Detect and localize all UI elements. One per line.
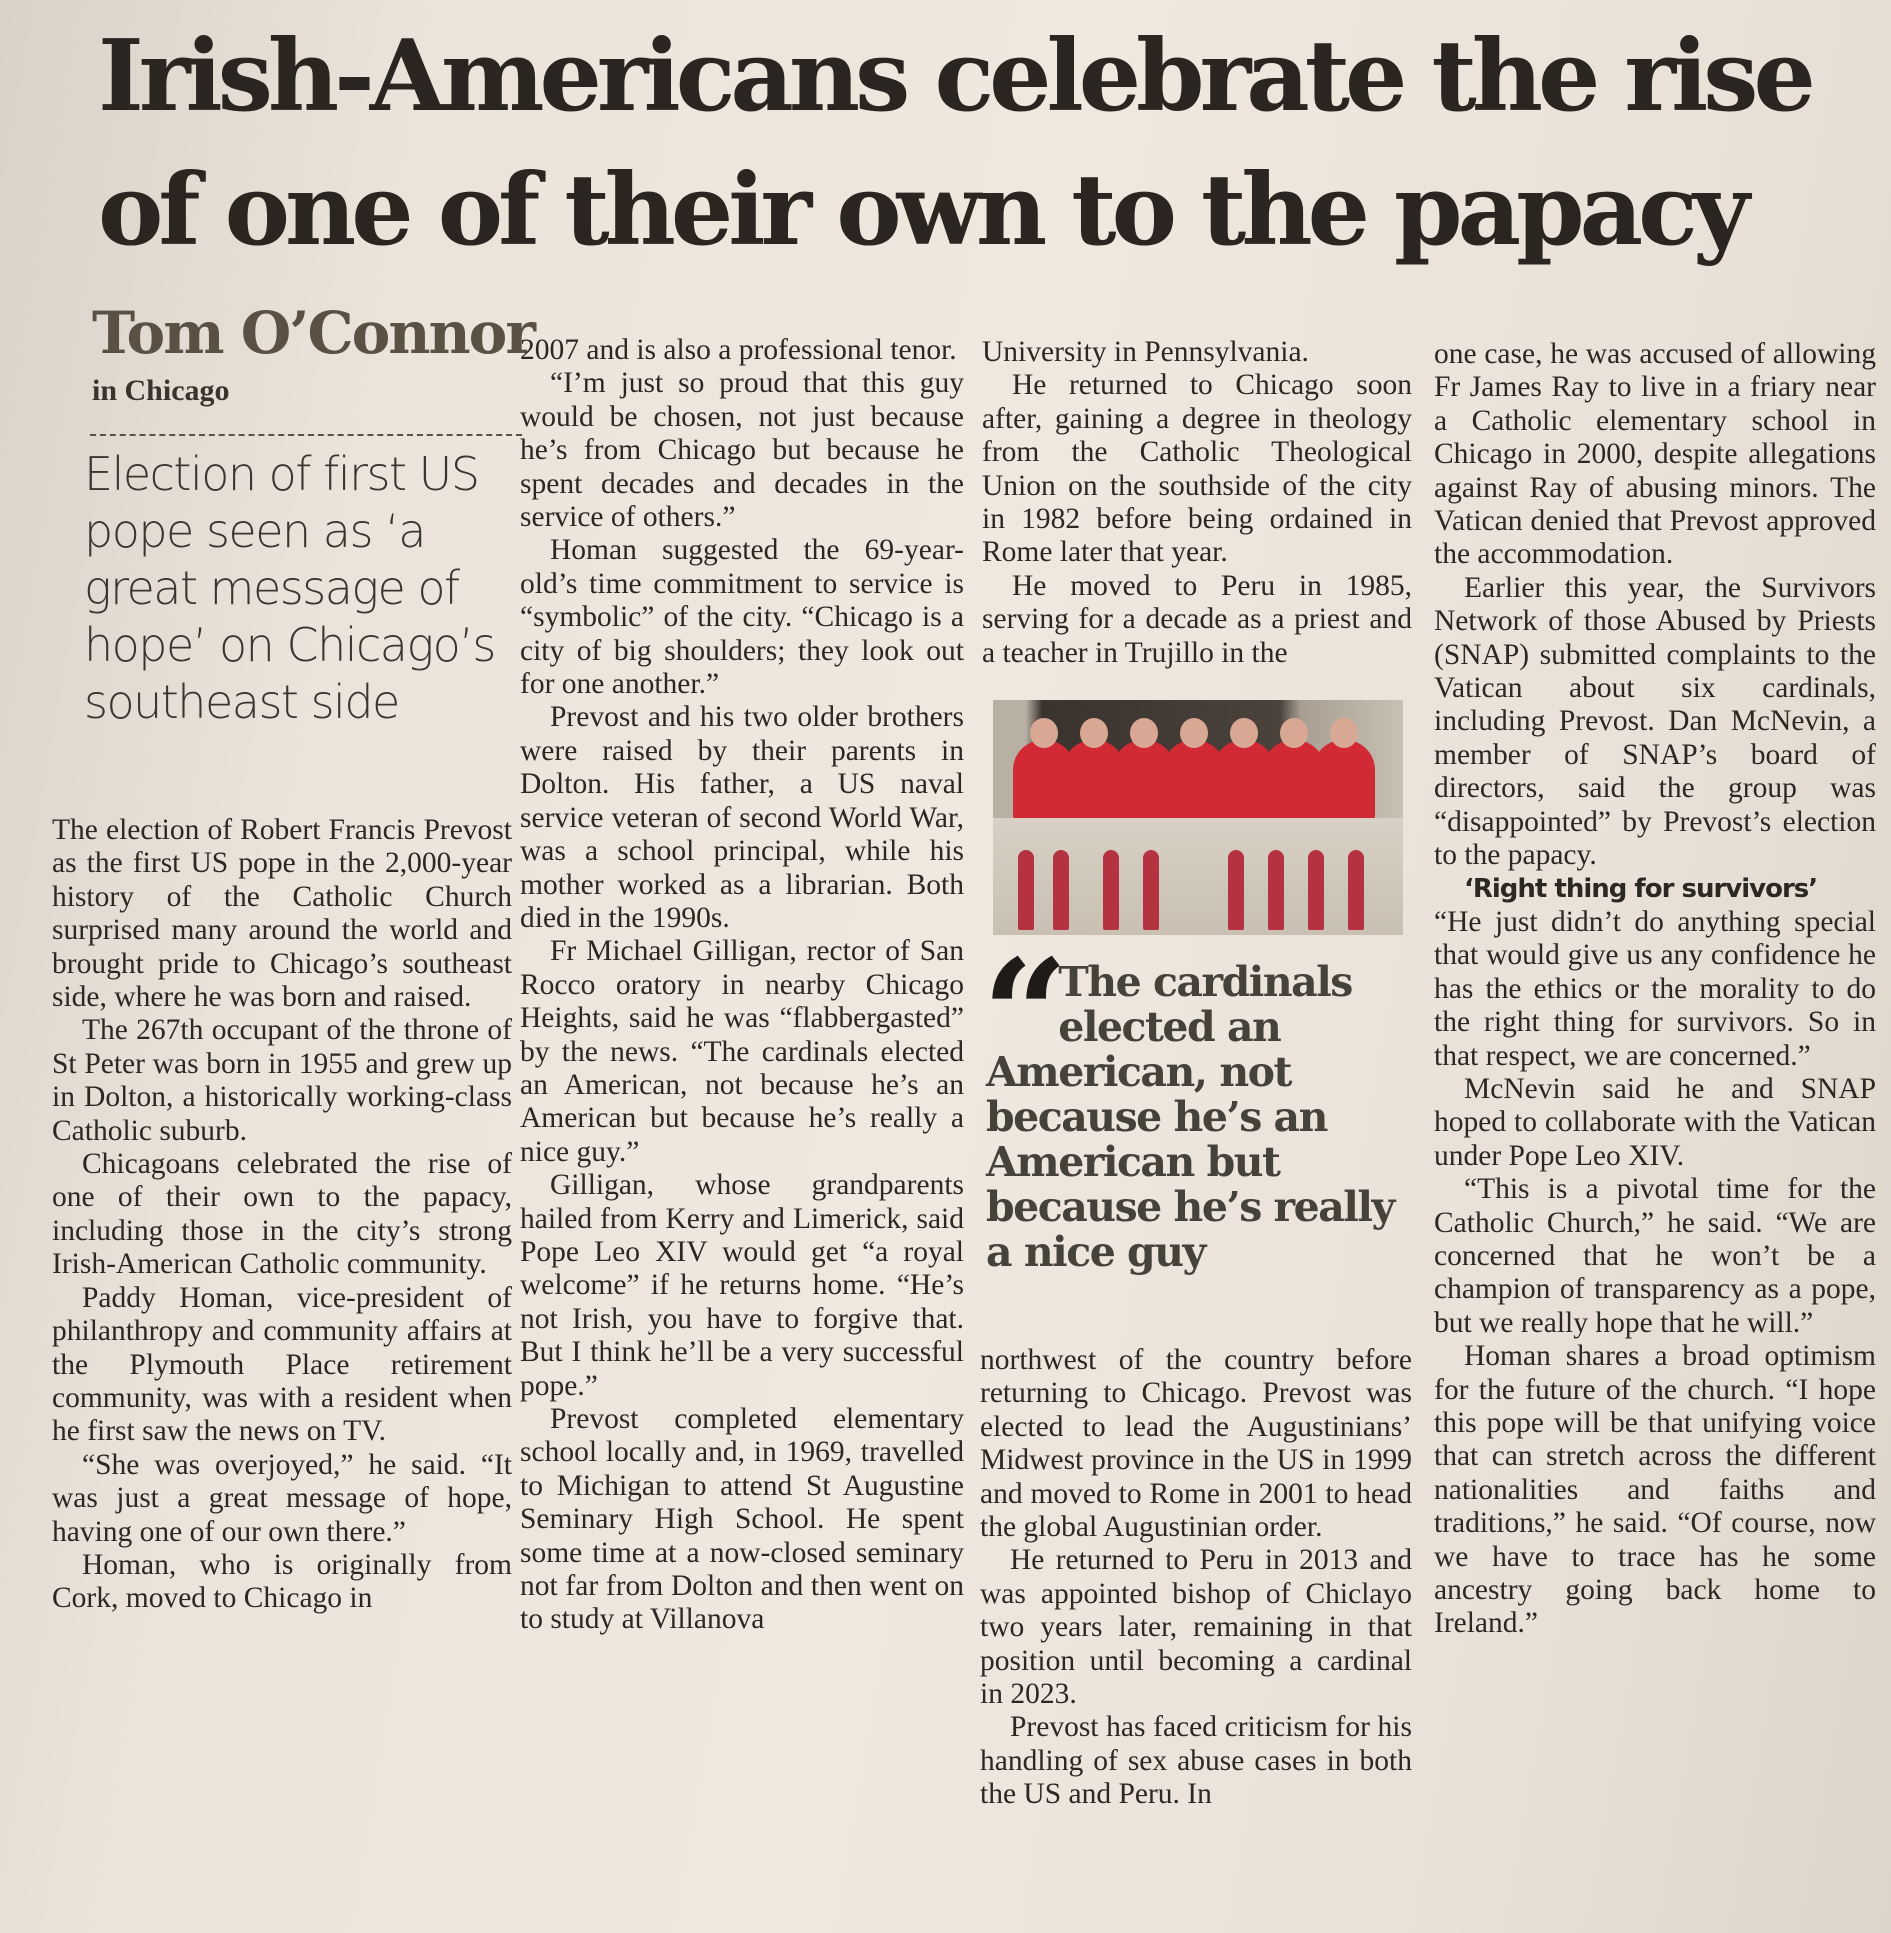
byline-location: in Chicago xyxy=(92,374,230,407)
column-4-part-b: “He just didn’t do anything special that… xyxy=(1434,906,1876,1641)
quote-mark-icon: “ xyxy=(982,927,1068,1103)
paragraph: The 267th occupant of the throne of St P… xyxy=(52,1014,512,1147)
column-1: The election of Robert Francis Prevost a… xyxy=(52,814,512,1616)
column-3-top: University in Pennsylvania. He returned t… xyxy=(982,336,1412,670)
cardinals-photo xyxy=(993,700,1403,935)
paragraph: Gilligan, whose grandparents hailed from… xyxy=(520,1169,964,1402)
paragraph: He moved to Peru in 1985, serving for a … xyxy=(982,569,1412,669)
cardinal-head xyxy=(1030,718,1058,748)
headline: Irish-Americans celebrate the rise of on… xyxy=(98,10,1816,278)
paragraph: “He just didn’t do anything special that… xyxy=(1434,905,1876,1072)
column-4-part-a: one case, he was accused of allowing Fr … xyxy=(1434,338,1876,873)
paragraph: Chicagoans celebrated the rise of one of… xyxy=(52,1148,512,1281)
cardinal-figure xyxy=(1313,740,1375,820)
byline-author: Tom O’Connor xyxy=(92,299,536,367)
paragraph: “I’m just so proud that this guy would b… xyxy=(520,367,964,534)
cardinal-head xyxy=(1130,718,1158,748)
headline-line-1: Irish-Americans celebrate the rise xyxy=(98,19,1816,134)
cardinal-head xyxy=(1080,718,1108,748)
headline-line-2: of one of their own to the papacy xyxy=(98,153,1750,268)
cardinal-head xyxy=(1280,718,1308,748)
standfirst: Election of first US pope seen as ‘a gre… xyxy=(84,447,496,729)
cardinal-head xyxy=(1230,718,1258,748)
pull-quote: “ The cardinals elected an American, not… xyxy=(982,940,1396,1276)
paragraph: Homan shares a broad optimism for the fu… xyxy=(1434,1340,1876,1640)
paragraph: Homan, who is originally from Cork, move… xyxy=(52,1548,512,1615)
paragraph: McNevin said he and SNAP hoped to collab… xyxy=(1434,1072,1876,1172)
cardinal-head xyxy=(1180,718,1208,748)
subheading: ‘Right thing for survivors’ xyxy=(1464,873,1818,904)
baluster xyxy=(1228,850,1244,930)
paragraph: Earlier this year, the Survivors Network… xyxy=(1434,571,1876,872)
paragraph: University in Pennsylvania. xyxy=(982,336,1309,368)
paragraph: one case, he was accused of allowing Fr … xyxy=(1434,338,1876,571)
baluster xyxy=(1308,850,1324,930)
paragraph: He returned to Chicago soon after, gaini… xyxy=(982,369,1412,569)
cardinal-head xyxy=(1330,718,1358,748)
baluster xyxy=(1268,850,1284,930)
baluster xyxy=(1018,850,1034,930)
paragraph: The election of Robert Francis Prevost a… xyxy=(52,814,512,1014)
paragraph: northwest of the country before returnin… xyxy=(980,1344,1412,1544)
pull-quote-text: The cardinals elected an American, not b… xyxy=(986,958,1395,1276)
paragraph: Prevost completed elementary school loca… xyxy=(520,1403,964,1636)
baluster xyxy=(1103,850,1119,930)
column-3-bottom: northwest of the country before returnin… xyxy=(980,1344,1412,1812)
paragraph: Prevost and his two older brothers were … xyxy=(520,701,964,934)
paragraph: Homan suggested the 69-year-old’s time c… xyxy=(520,534,964,701)
paragraph: Fr Michael Gilligan, rector of San Rocco… xyxy=(520,935,964,1168)
baluster xyxy=(1053,850,1069,930)
paragraph: He returned to Peru in 2013 and was appo… xyxy=(980,1544,1412,1711)
baluster xyxy=(1143,850,1159,930)
paragraph: Prevost has faced criticism for his hand… xyxy=(980,1711,1412,1811)
column-4: one case, he was accused of allowing Fr … xyxy=(1434,338,1876,1641)
column-2: 2007 and is also a professional tenor. “I… xyxy=(520,334,964,1637)
paragraph: Paddy Homan, vice-president of philanthr… xyxy=(52,1281,512,1448)
paragraph: “This is a pivotal time for the Catholic… xyxy=(1434,1173,1876,1339)
paragraph: 2007 and is also a professional tenor. xyxy=(520,334,957,366)
paragraph: “She was overjoyed,” he said. “It was ju… xyxy=(52,1448,512,1548)
baluster xyxy=(1348,850,1364,930)
divider xyxy=(90,434,522,436)
